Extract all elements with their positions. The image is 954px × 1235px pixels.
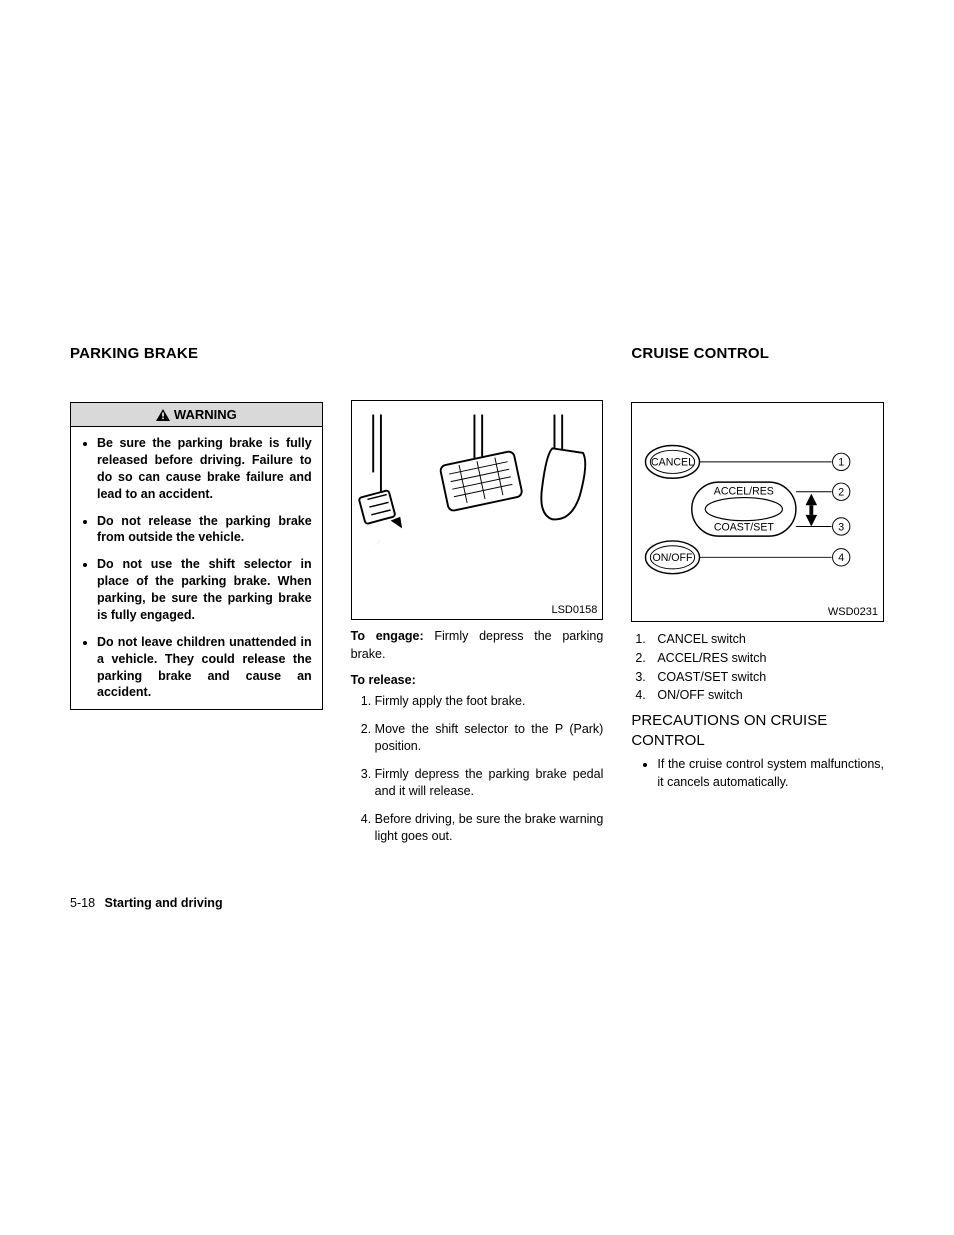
figure-id: WSD0231 [828, 606, 878, 618]
column-parking-brake-figure: LSD0158 To engage: Firmly depress the pa… [351, 345, 604, 856]
cruise-control-title: CRUISE CONTROL [631, 345, 884, 362]
callout-4: 4 [839, 552, 845, 564]
release-step: Firmly apply the foot brake. [375, 693, 604, 711]
page-number: 5-18 [70, 896, 95, 910]
chapter-name: Starting and driving [105, 896, 223, 910]
callout-item: 4.ON/OFF switch [631, 686, 884, 705]
release-steps: Firmly apply the foot brake. Move the sh… [351, 693, 604, 846]
warning-list: Be sure the parking brake is fully relea… [71, 427, 322, 709]
engage-text: To engage: Firmly depress the parking br… [351, 628, 604, 663]
release-step: Move the shift selector to the P (Park) … [375, 721, 604, 756]
spacer [351, 345, 604, 400]
manual-page: PARKING BRAKE WARNING Be sure the parkin… [0, 0, 954, 1235]
precaution-item: If the cruise control system malfunction… [657, 756, 884, 791]
pedals-illustration [352, 401, 603, 619]
warning-item: Do not release the parking brake from ou… [97, 513, 312, 547]
page-footer: 5-18 Starting and driving [70, 896, 223, 910]
callout-3: 3 [839, 521, 845, 533]
cruise-control-figure: CANCEL 1 ON/OFF 4 ACCEL/RES COAST/SET [631, 402, 884, 622]
callout-item: 2.ACCEL/RES switch [631, 649, 884, 668]
warning-label: WARNING [174, 407, 237, 422]
warning-item: Do not use the shift selector in place o… [97, 556, 312, 624]
callout-item: 3.COAST/SET switch [631, 668, 884, 687]
precautions-heading: PRECAUTIONS ON CRUISE CONTROL [631, 711, 884, 750]
onoff-label: ON/OFF [653, 552, 694, 564]
accel-label: ACCEL/RES [714, 486, 774, 498]
three-column-layout: PARKING BRAKE WARNING Be sure the parkin… [70, 345, 884, 856]
release-step: Firmly depress the parking brake pedal a… [375, 766, 604, 801]
release-step: Before driving, be sure the brake warnin… [375, 811, 604, 846]
release-label: To release: [351, 673, 604, 687]
coast-label: COAST/SET [714, 521, 775, 533]
warning-box: WARNING Be sure the parking brake is ful… [70, 402, 323, 710]
cruise-switch-illustration: CANCEL 1 ON/OFF 4 ACCEL/RES COAST/SET [632, 403, 883, 621]
column-parking-brake: PARKING BRAKE WARNING Be sure the parkin… [70, 345, 323, 856]
engage-label: To engage: [351, 629, 424, 643]
parking-brake-title: PARKING BRAKE [70, 345, 323, 362]
warning-header: WARNING [71, 403, 322, 427]
warning-item: Be sure the parking brake is fully relea… [97, 435, 312, 503]
warning-item: Do not leave children unattended in a ve… [97, 634, 312, 702]
figure-id: LSD0158 [551, 604, 597, 616]
cancel-label: CANCEL [651, 457, 694, 469]
callout-2: 2 [839, 487, 845, 499]
parking-brake-figure: LSD0158 [351, 400, 604, 620]
column-cruise-control: CRUISE CONTROL CANCEL 1 ON/OFF 4 [631, 345, 884, 856]
callout-1: 1 [839, 457, 845, 469]
precautions-list: If the cruise control system malfunction… [631, 756, 884, 791]
warning-icon [156, 409, 170, 421]
callout-item: 1.CANCEL switch [631, 630, 884, 649]
callout-list: 1.CANCEL switch 2.ACCEL/RES switch 3.COA… [631, 630, 884, 705]
